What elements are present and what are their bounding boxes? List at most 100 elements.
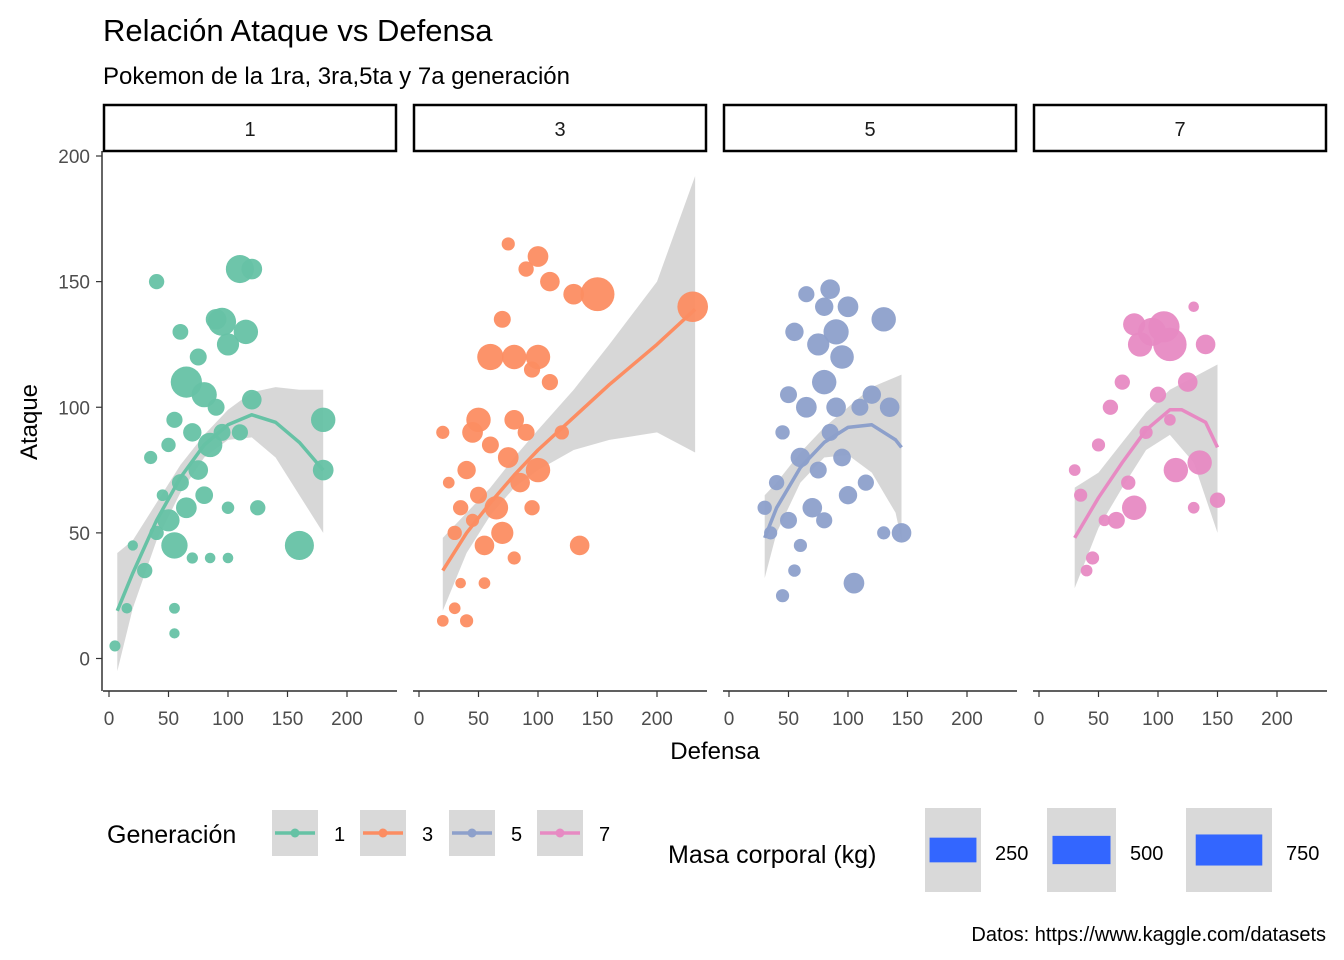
caption: Datos: https://www.kaggle.com/datasets: [971, 924, 1326, 946]
data-point: [1121, 495, 1147, 520]
smooth-line: [441, 308, 697, 572]
y-tick-label: 200: [58, 147, 90, 168]
legend-key-point: [555, 828, 565, 838]
data-point: [447, 525, 462, 541]
data-point: [442, 476, 455, 489]
data-point: [563, 283, 585, 305]
data-point: [1188, 301, 1199, 313]
data-point: [843, 572, 865, 594]
data-point: [144, 450, 158, 465]
data-point: [175, 497, 197, 519]
smooth-line: [763, 423, 903, 539]
legend-item-750: 750: [1186, 808, 1319, 892]
data-point: [208, 307, 237, 336]
data-point: [157, 509, 180, 532]
data-point: [493, 310, 511, 328]
data-point: [833, 448, 851, 467]
data-point: [161, 532, 188, 559]
data-point: [793, 538, 807, 553]
facet-panel-1: 1 0 50 100 150 200: [102, 103, 398, 730]
data-point: [1091, 438, 1106, 452]
data-point: [1149, 386, 1167, 403]
legend-mass: Masa corporal (kg) 250 500 750: [668, 808, 1319, 892]
data-point: [857, 474, 874, 491]
data-point: [826, 397, 846, 418]
data-point: [775, 589, 790, 603]
data-point: [460, 614, 474, 628]
data-point: [448, 602, 461, 615]
data-point: [510, 472, 530, 493]
legend-key-point: [467, 828, 477, 838]
data-point: [775, 425, 790, 440]
facet-panel-5: 50 50 100 150 200: [722, 103, 1018, 730]
data-point: [768, 474, 785, 491]
data-point: [871, 307, 896, 332]
x-tick-label: 100: [832, 709, 864, 730]
data-point: [166, 411, 183, 428]
data-point: [1074, 488, 1088, 502]
x-tick-label: 0: [414, 709, 425, 730]
legend-key-swatch: [1195, 834, 1263, 866]
data-point: [1209, 492, 1226, 508]
data-point: [156, 489, 169, 502]
data-point: [207, 398, 225, 416]
data-point: [795, 396, 817, 418]
data-point: [525, 457, 551, 483]
legend-label: 7: [599, 824, 610, 846]
legend-key-swatch: [1052, 835, 1111, 865]
legend-item-500: 500: [1047, 808, 1163, 892]
data-point: [204, 552, 216, 564]
data-point: [197, 432, 223, 458]
data-point: [1114, 374, 1130, 390]
data-point: [830, 345, 854, 369]
data-point: [677, 291, 709, 323]
data-point: [815, 297, 834, 316]
facet-panel-7: 7 0 50 100 150 200: [1032, 103, 1328, 730]
data-point: [780, 511, 797, 529]
data-point: [250, 500, 266, 516]
data-point: [1187, 450, 1212, 475]
data-point: [222, 552, 234, 564]
data-point: [1153, 327, 1187, 362]
data-point: [823, 319, 849, 345]
x-tick-label: 100: [212, 709, 244, 730]
data-point: [242, 389, 262, 410]
facet-strip-label: 3: [554, 119, 565, 141]
legend-item-7: 7: [537, 810, 610, 856]
data-point: [121, 602, 133, 614]
x-tick-label: 50: [778, 709, 799, 730]
data-point: [580, 277, 615, 312]
x-tick-label: 150: [1202, 709, 1234, 730]
data-point: [891, 523, 912, 543]
data-point: [877, 526, 891, 540]
legend-title: Generación: [107, 821, 236, 849]
data-point: [109, 640, 121, 652]
data-point: [169, 602, 180, 614]
facet-panel-3: 3 0 50 100 150 200: [412, 103, 709, 730]
data-point: [816, 512, 833, 529]
data-point: [807, 333, 830, 356]
x-tick-label: 200: [641, 709, 673, 730]
data-point: [788, 564, 801, 577]
data-point: [478, 577, 491, 589]
data-point: [780, 386, 797, 404]
confidence-ribbon: [1074, 364, 1218, 589]
x-tick-label: 0: [104, 709, 115, 730]
x-tick-label: 100: [522, 709, 554, 730]
x-tick-label: 0: [724, 709, 735, 730]
data-point: [1177, 372, 1198, 392]
x-tick-label: 100: [1142, 709, 1174, 730]
data-point: [1121, 475, 1136, 490]
legend-label: 500: [1130, 843, 1163, 865]
y-tick-label: 50: [69, 524, 90, 545]
legend-item-1: 1: [272, 810, 345, 856]
x-tick-label: 50: [1088, 709, 1109, 730]
x-tick-label: 150: [892, 709, 924, 730]
data-point: [517, 423, 535, 441]
data-point: [809, 461, 827, 479]
legend-key-swatch: [929, 837, 977, 863]
data-point: [284, 530, 314, 560]
data-point: [838, 485, 858, 505]
